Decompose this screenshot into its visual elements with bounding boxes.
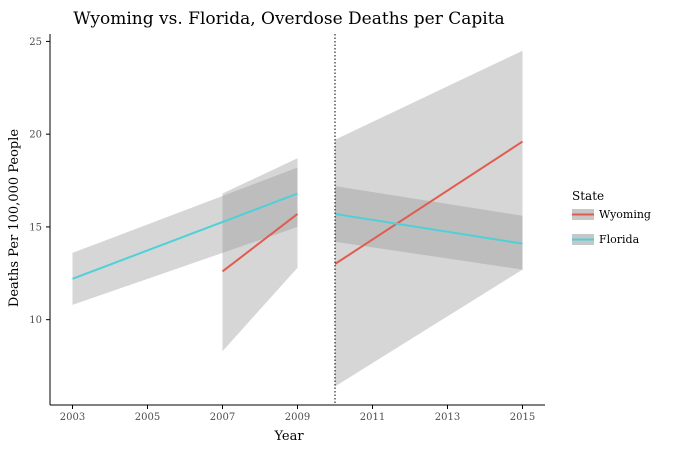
x-tick-label: 2007 — [210, 412, 235, 423]
trend-line-florida-1 — [334, 212, 523, 245]
trend-line-wyoming-0 — [221, 213, 299, 273]
x-tick-label: 2009 — [285, 412, 310, 423]
y-tick-label: 25 — [29, 37, 42, 48]
x-tick-label: 2015 — [510, 412, 535, 423]
ci-band-wyoming-0 — [222, 158, 298, 352]
x-tick-label: 2005 — [135, 412, 160, 423]
y-tick-label: 20 — [29, 130, 42, 141]
y-tick-label: 10 — [29, 315, 42, 326]
x-tick-label: 2011 — [360, 412, 385, 423]
legend: State Wyoming Florida — [572, 189, 651, 246]
y-tick-label: 15 — [29, 222, 42, 233]
y-axis-title: Deaths Per 100,000 People — [7, 129, 22, 308]
chart-title: Wyoming vs. Florida, Overdose Deaths per… — [73, 9, 504, 29]
trend-lines — [72, 140, 524, 280]
x-tick-label: 2013 — [435, 412, 460, 423]
legend-label-wyoming: Wyoming — [599, 208, 651, 221]
ci-band-wyoming-1 — [335, 50, 523, 387]
x-tick-label: 2003 — [60, 412, 85, 423]
x-axis-title: Year — [273, 429, 304, 444]
x-axis-ticks: 2003 2005 2007 2009 2011 2013 2015 — [60, 405, 535, 423]
trend-line-florida-0 — [72, 192, 298, 280]
y-axis-ticks: 10 15 20 25 — [29, 37, 50, 326]
legend-title: State — [572, 189, 604, 203]
legend-label-florida: Florida — [599, 233, 640, 246]
trend-line-wyoming-1 — [334, 140, 524, 265]
confidence-bands — [72, 50, 523, 387]
